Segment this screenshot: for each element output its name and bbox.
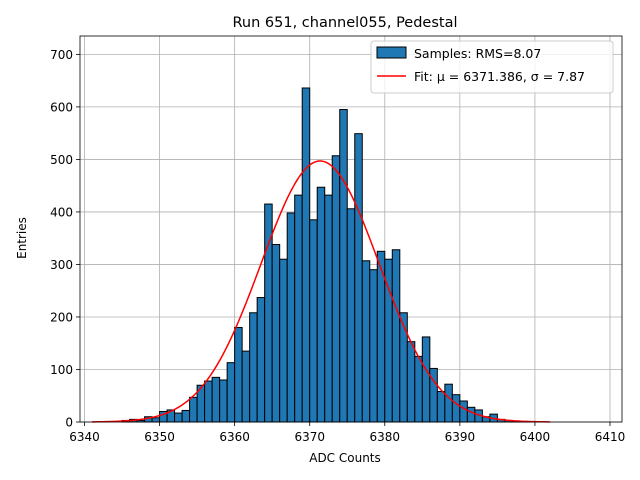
histogram-bar xyxy=(324,194,333,423)
histogram-bar xyxy=(361,260,371,423)
histogram-bar xyxy=(256,297,266,423)
histogram-bar xyxy=(189,396,198,423)
y-axis-label: Entries xyxy=(15,217,29,259)
x-axis-label: ADC Counts xyxy=(309,451,381,465)
histogram-bar xyxy=(301,87,311,423)
y-tick-label: 600 xyxy=(50,100,73,114)
histogram-bar xyxy=(219,379,228,423)
histogram-bar xyxy=(271,243,281,423)
histogram-bar xyxy=(421,336,431,423)
histogram-bar xyxy=(444,383,453,423)
histogram-bar xyxy=(309,219,318,423)
histogram-bar xyxy=(151,417,161,423)
x-tick-label: 6360 xyxy=(219,430,250,444)
histogram-bar xyxy=(466,406,476,423)
y-tick-label: 200 xyxy=(50,310,73,324)
histogram-bar xyxy=(399,312,408,423)
histogram-bar xyxy=(436,391,446,423)
chart-title: Run 651, channel055, Pedestal xyxy=(232,15,457,31)
x-tick-label: 6380 xyxy=(370,430,401,444)
y-tick-label: 700 xyxy=(50,48,73,62)
axes-frame xyxy=(79,35,623,423)
histogram-bar xyxy=(249,312,258,423)
histogram-bar xyxy=(346,208,356,423)
x-axis-ticks: 6340 6350 6360 6370 6380 6390 6400 6410 xyxy=(69,422,625,444)
y-tick-label: 0 xyxy=(65,416,73,430)
x-tick-label: 6410 xyxy=(595,430,626,444)
y-tick-label: 500 xyxy=(50,153,73,167)
y-tick-label: 100 xyxy=(50,363,73,377)
gaussian-fit-curve xyxy=(92,160,550,423)
histogram-bar xyxy=(226,362,236,423)
y-tick-label: 300 xyxy=(50,258,73,272)
histogram-bar xyxy=(406,341,416,423)
histogram-bar xyxy=(211,376,221,423)
histogram-bar xyxy=(241,350,251,423)
histogram-bar xyxy=(391,249,401,423)
histogram-bar xyxy=(174,412,183,423)
x-tick-label: 6400 xyxy=(520,430,551,444)
histogram-bar xyxy=(286,212,296,423)
x-tick-label: 6390 xyxy=(445,430,476,444)
legend-bars-label: Samples: RMS=8.07 xyxy=(414,46,541,61)
histogram-bars xyxy=(121,87,536,423)
histogram-bar xyxy=(451,394,461,423)
histogram-bar xyxy=(204,380,213,423)
x-tick-label: 6370 xyxy=(294,430,325,444)
legend-bars-swatch xyxy=(376,46,407,59)
histogram-bar xyxy=(331,155,341,423)
histogram-bar xyxy=(181,409,191,423)
histogram-bar xyxy=(369,269,378,423)
x-tick-label: 6350 xyxy=(144,430,175,444)
x-tick-label: 6340 xyxy=(69,430,100,444)
histogram-bar xyxy=(354,133,363,423)
y-tick-label: 400 xyxy=(50,205,73,219)
legend-fit-label: Fit: μ = 6371.386, σ = 7.87 xyxy=(414,69,585,84)
histogram-bar xyxy=(234,326,243,423)
histogram-bar xyxy=(414,355,423,423)
legend-box xyxy=(370,40,614,94)
histogram-bar xyxy=(294,194,303,423)
histogram-bar xyxy=(316,186,326,423)
y-axis-ticks: 0 100 200 300 400 500 600 700 xyxy=(50,48,80,430)
histogram-bar xyxy=(459,400,468,423)
legend: Samples: RMS=8.07 Fit: μ = 6371.386, σ =… xyxy=(370,40,614,94)
histogram-bar xyxy=(279,258,288,423)
histogram-bar xyxy=(339,109,348,423)
axes xyxy=(79,35,623,423)
